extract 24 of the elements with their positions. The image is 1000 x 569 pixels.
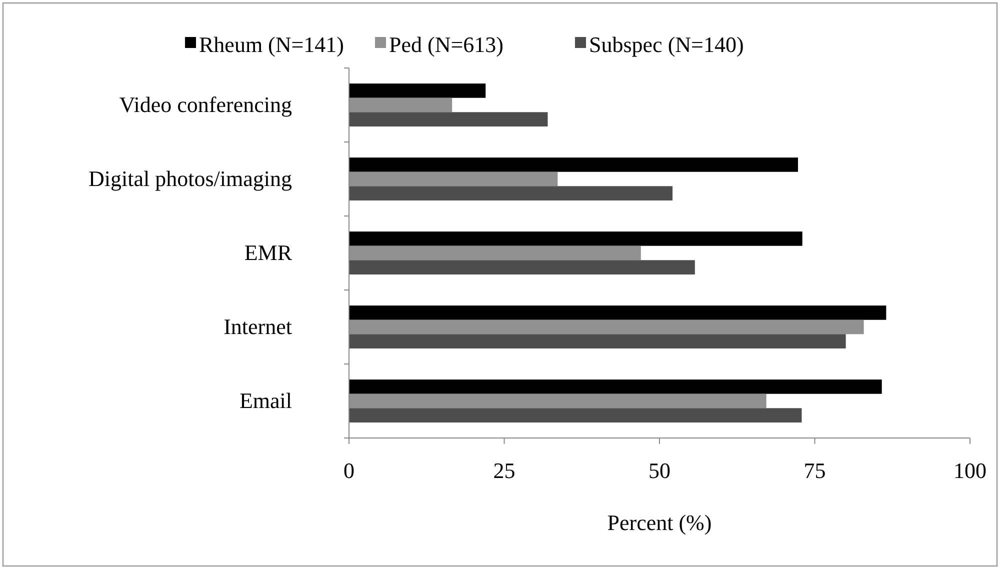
legend-label: Ped (N=613) [389, 32, 504, 57]
bar [349, 334, 846, 348]
bar [349, 260, 695, 274]
bar [349, 158, 798, 172]
y-tick-label: Internet [224, 314, 292, 339]
x-tick-label: 0 [344, 458, 354, 483]
bar [349, 408, 802, 422]
x-tick-label: 25 [493, 458, 516, 483]
bar [349, 112, 548, 126]
legend-label: Subspec (N=140) [589, 32, 744, 57]
bar [349, 380, 882, 394]
x-tick-label: 75 [804, 458, 826, 483]
y-tick-label: Email [239, 388, 292, 413]
y-tick-label: Digital photos/imaging [88, 166, 292, 191]
bar [349, 186, 673, 200]
y-tick-label: Video conferencing [119, 92, 292, 117]
bar [349, 306, 886, 320]
x-axis-title: Percent (%) [607, 510, 712, 535]
legend-label: Rheum (N=141) [199, 32, 344, 57]
x-tick-label: 100 [954, 458, 986, 483]
x-tick-label: 50 [648, 458, 670, 483]
y-tick-label: EMR [244, 240, 292, 265]
bar [349, 232, 802, 246]
bar [349, 84, 486, 98]
